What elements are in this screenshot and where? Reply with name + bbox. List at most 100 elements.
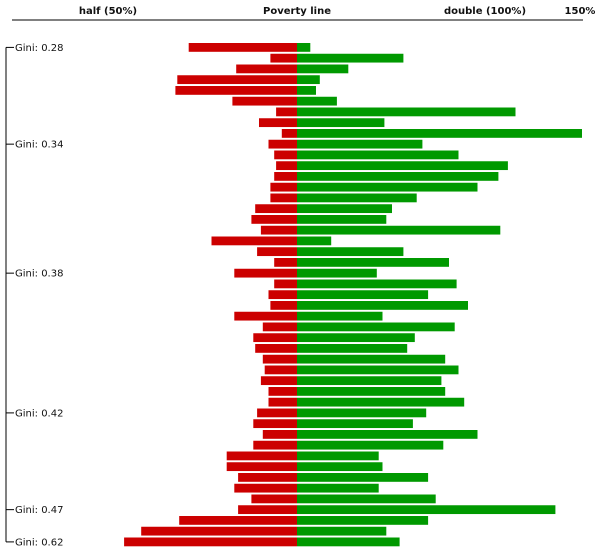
header-label: double (100%) bbox=[444, 6, 526, 17]
green-bar bbox=[297, 161, 508, 171]
green-bar bbox=[297, 397, 465, 407]
red-bar bbox=[262, 430, 297, 439]
green-bar bbox=[297, 537, 400, 547]
red-bar bbox=[276, 107, 297, 117]
labels-layer: half (50%) Poverty line double (100%) 150% G… bbox=[15, 6, 595, 548]
red-bar bbox=[255, 344, 297, 353]
red-bar bbox=[251, 494, 297, 504]
red-bar bbox=[268, 139, 297, 149]
gini-label: Gini: 0.38 bbox=[15, 269, 63, 280]
green-bar bbox=[297, 247, 404, 257]
red-bar bbox=[234, 268, 297, 278]
red-bar bbox=[268, 387, 297, 396]
green-bar bbox=[297, 96, 337, 106]
green-bar bbox=[297, 365, 459, 375]
header-label: 150% bbox=[565, 6, 595, 17]
green-bar bbox=[297, 150, 459, 160]
green-bar bbox=[297, 279, 457, 289]
green-bar bbox=[297, 387, 446, 396]
red-bar bbox=[226, 451, 297, 461]
red-bar bbox=[264, 365, 297, 375]
green-bar bbox=[297, 236, 332, 246]
green-bar bbox=[297, 516, 429, 525]
red-bar bbox=[270, 193, 297, 203]
green-bar bbox=[297, 451, 379, 461]
green-bar bbox=[297, 75, 320, 85]
green-bar bbox=[297, 376, 442, 386]
red-bar bbox=[260, 225, 297, 235]
red-bar bbox=[236, 64, 297, 74]
red-bar bbox=[188, 43, 297, 52]
red-bar bbox=[141, 526, 297, 536]
green-bar bbox=[297, 268, 377, 278]
red-bar bbox=[124, 537, 297, 547]
header-label: Poverty line bbox=[263, 6, 331, 17]
red-bar bbox=[260, 376, 297, 386]
gini-label: Gini: 0.42 bbox=[15, 408, 63, 419]
red-bar bbox=[268, 290, 297, 300]
red-bar bbox=[281, 129, 297, 138]
red-bar bbox=[238, 505, 297, 515]
green-bar bbox=[297, 526, 387, 536]
red-bar bbox=[177, 75, 297, 85]
green-bar bbox=[297, 322, 455, 332]
green-bar bbox=[297, 419, 413, 429]
gini-label: Gini: 0.34 bbox=[15, 140, 63, 151]
green-bar bbox=[297, 333, 415, 343]
green-bar bbox=[297, 505, 556, 515]
green-bar bbox=[297, 311, 383, 321]
green-bar bbox=[297, 301, 468, 310]
green-bar bbox=[297, 107, 516, 117]
green-bar bbox=[297, 483, 379, 493]
header-label: half (50%) bbox=[79, 6, 137, 17]
green-bar bbox=[297, 182, 478, 192]
red-bar bbox=[262, 322, 297, 332]
red-bar bbox=[251, 215, 297, 224]
bars-layer bbox=[124, 43, 582, 547]
red-bar bbox=[274, 279, 297, 289]
red-bar bbox=[226, 462, 297, 472]
green-bar bbox=[297, 225, 501, 235]
green-bar bbox=[297, 139, 423, 149]
green-bar bbox=[297, 473, 429, 482]
green-bar bbox=[297, 354, 446, 364]
green-bar bbox=[297, 440, 444, 450]
red-bar bbox=[270, 301, 297, 310]
green-bar bbox=[297, 86, 316, 95]
red-bar bbox=[253, 419, 297, 429]
green-bar bbox=[297, 258, 449, 267]
green-bar bbox=[297, 344, 408, 353]
red-bar bbox=[179, 516, 297, 525]
red-bar bbox=[253, 440, 297, 450]
red-bar bbox=[238, 473, 297, 482]
green-bar bbox=[297, 129, 582, 138]
red-bar bbox=[270, 53, 297, 63]
red-bar bbox=[276, 161, 297, 171]
red-bar bbox=[253, 333, 297, 343]
red-bar bbox=[175, 86, 297, 95]
gini-label: Gini: 0.28 bbox=[15, 43, 63, 54]
green-bar bbox=[297, 494, 436, 504]
axis-layer bbox=[5, 19, 583, 543]
red-bar bbox=[232, 96, 297, 106]
red-bar bbox=[268, 397, 297, 407]
gini-label: Gini: 0.62 bbox=[15, 537, 63, 548]
green-bar bbox=[297, 215, 387, 224]
green-bar bbox=[297, 64, 349, 74]
red-bar bbox=[262, 354, 297, 364]
red-bar bbox=[259, 118, 297, 128]
red-bar bbox=[234, 311, 297, 321]
red-bar bbox=[211, 236, 297, 246]
red-bar bbox=[255, 204, 297, 214]
green-bar bbox=[297, 204, 392, 214]
green-bar bbox=[297, 193, 417, 203]
green-bar bbox=[297, 118, 385, 128]
red-bar bbox=[257, 247, 297, 257]
red-bar bbox=[274, 172, 297, 181]
green-bar bbox=[297, 462, 383, 472]
red-bar bbox=[274, 258, 297, 267]
green-bar bbox=[297, 53, 404, 63]
red-bar bbox=[234, 483, 297, 493]
gini-label: Gini: 0.47 bbox=[15, 505, 63, 516]
